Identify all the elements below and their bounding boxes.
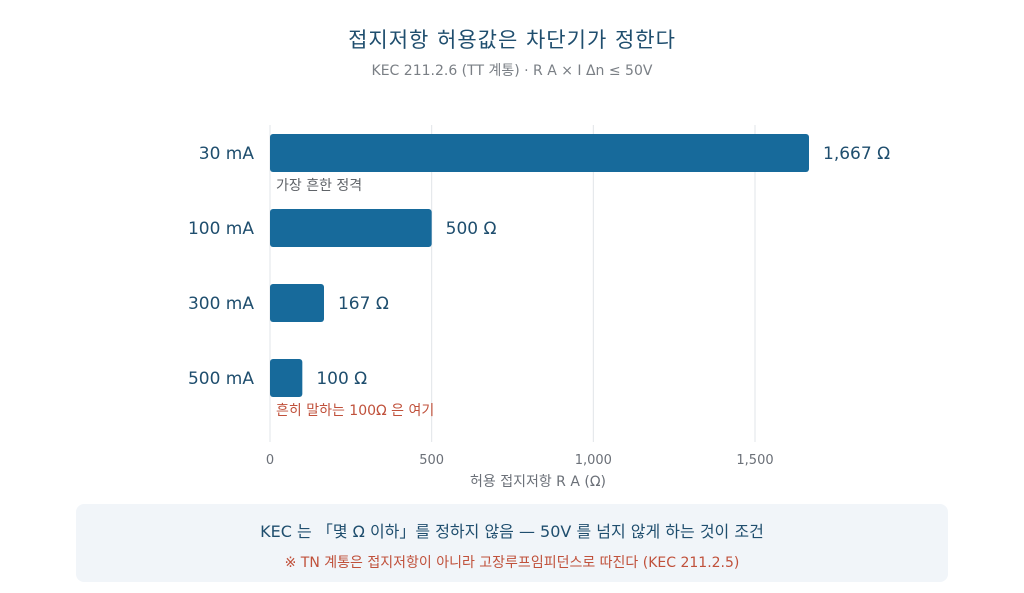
category-label: 300 mA [188, 294, 254, 314]
value-label: 500 Ω [446, 219, 497, 239]
category-label: 30 mA [199, 144, 255, 164]
value-label: 100 Ω [316, 369, 367, 389]
bar [270, 209, 432, 247]
note-box: KEC 는 「몇 Ω 이하」를 정하지 않음 — 50V 를 넘지 않게 하는 … [76, 504, 948, 582]
x-tick-label: 0 [266, 453, 274, 468]
bar [270, 284, 324, 322]
x-axis-label: 허용 접지저항 R A (Ω) [470, 474, 606, 490]
note-sub-text: ※ TN 계통은 접지저항이 아니라 고장루프임피던스로 따진다 (KEC 21… [284, 555, 740, 571]
chart-title: 접지저항 허용값은 차단기가 정한다 [348, 28, 676, 52]
x-tick-label: 1,500 [736, 453, 773, 468]
bar [270, 359, 303, 397]
value-label: 1,667 Ω [823, 144, 890, 164]
x-tick-label: 1,000 [575, 453, 612, 468]
bar [270, 134, 809, 172]
category-label: 100 mA [188, 219, 254, 239]
note-main-text: KEC 는 「몇 Ω 이하」를 정하지 않음 — 50V 를 넘지 않게 하는 … [260, 522, 764, 541]
chart-subtitle: KEC 211.2.6 (TT 계통) · R A × I Δn ≤ 50V [371, 63, 653, 79]
bar-annotation: 가장 흔한 정격 [276, 178, 362, 194]
bar-annotation: 흔히 말하는 100Ω 은 여기 [276, 403, 434, 419]
bar-chart: 0 500 1,000 1,500 30 mA 1,667 Ω 100 mA 500 Ω 300… [188, 125, 890, 490]
category-label: 500 mA [188, 369, 254, 389]
value-label: 167 Ω [338, 294, 389, 314]
x-tick-label: 500 [419, 453, 444, 468]
